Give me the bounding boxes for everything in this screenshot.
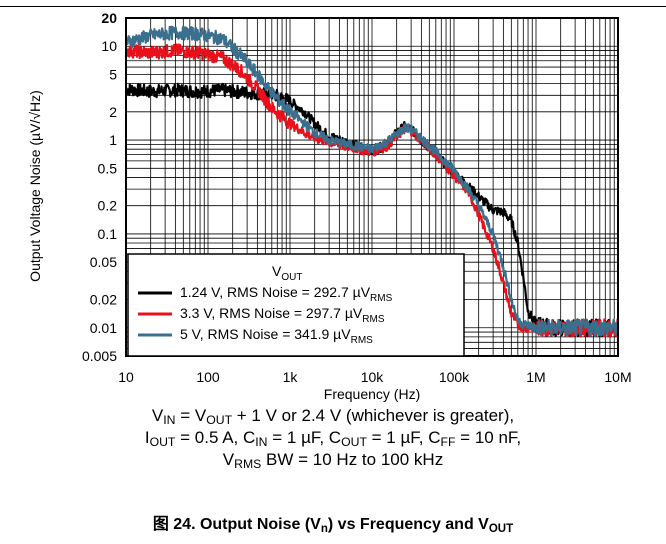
x-tick-label: 100k [439, 369, 470, 385]
x-tick-label: 10k [361, 369, 385, 385]
test-conditions-line-3: VRMS BW = 10 Hz to 100 kHz [222, 450, 444, 472]
legend-entry-2: 3.3 V, RMS Noise = 297.7 µVRMS [180, 305, 385, 325]
legend: VOUT 1.24 V, RMS Noise = 292.7 µVRMS3.3 … [127, 253, 465, 357]
y-tick-label: 5 [109, 66, 117, 82]
y-tick-label: 0.2 [98, 198, 118, 214]
y-tick-label: 20 [101, 10, 117, 26]
y-tick-label: 0.1 [98, 226, 118, 242]
x-tick-label: 1k [283, 369, 299, 385]
legend-box [127, 253, 465, 357]
x-axis-label: Frequency (Hz) [324, 386, 420, 402]
y-tick-label: 10 [101, 38, 117, 54]
y-tick-label: 2 [109, 104, 117, 120]
x-tick-labels: 10 100 1k 10k 100k 1M 10M [118, 369, 631, 385]
legend-entry-3: 5 V, RMS Noise = 341.9 µVRMS [180, 326, 373, 346]
x-tick-label: 100 [196, 369, 220, 385]
noise-chart: VOUT 1.24 V, RMS Noise = 292.7 µVRMS3.3 … [27, 10, 632, 402]
test-conditions-line-2: IOUT = 0.5 A, CIN = 1 µF, COUT = 1 µF, C… [144, 428, 522, 450]
y-tick-label: 1 [109, 132, 117, 148]
test-conditions-line-1: VIN = VOUT + 1 V or 2.4 V (whichever is … [151, 406, 515, 428]
series-lines [124, 25, 620, 338]
x-tick-label: 10M [604, 369, 631, 385]
series-line-3 [124, 25, 620, 338]
legend-entry-1: 1.24 V, RMS Noise = 292.7 µVRMS [180, 284, 393, 304]
legend-title-sub: OUT [281, 272, 302, 283]
x-tick-label: 10 [118, 369, 134, 385]
y-tick-label: 0.01 [90, 320, 117, 336]
y-tick-labels: 0.005 0.01 0.02 0.05 0.1 0.2 0.5 1 2 5 10 20 [82, 10, 117, 364]
y-tick-label: 0.005 [82, 348, 117, 364]
series-line-1 [125, 82, 620, 338]
x-tick-label: 1M [526, 369, 545, 385]
legend-title: VOUT [272, 263, 302, 283]
y-tick-label: 0.5 [98, 160, 118, 176]
y-tick-label: 0.05 [90, 254, 117, 270]
y-axis-label: Output Voltage Noise (µV/√Hz) [27, 90, 43, 282]
figure-caption: 图 24. Output Noise (Vn) vs Frequency and… [152, 516, 514, 535]
y-tick-label: 0.02 [90, 292, 117, 308]
page-top-rule [0, 6, 666, 7]
